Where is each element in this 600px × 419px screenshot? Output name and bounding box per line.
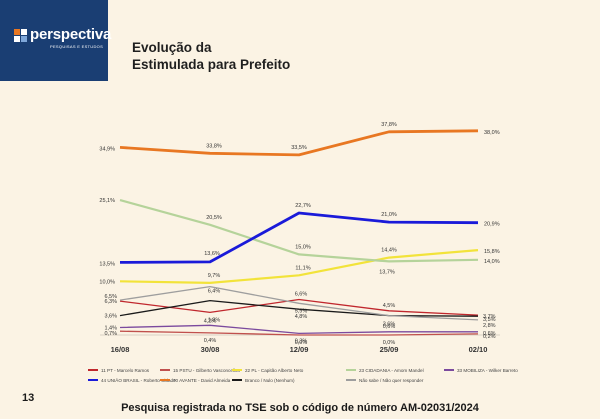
data-label: 13,7%: [379, 269, 395, 275]
legend-label: 22 PL - Capitão Alberto Neto: [245, 368, 304, 373]
data-label: 3,7%: [483, 314, 496, 320]
legend-label: 23 CIDADANIA - Amom Mandel: [359, 368, 424, 373]
data-label: 1,8%: [208, 317, 221, 323]
data-label: 3,6%: [104, 314, 117, 320]
legend-label: Branco / Nulo (Nenhum): [245, 378, 295, 383]
data-label: 0,0%: [383, 340, 396, 346]
series-line: [119, 211, 479, 264]
series-line: [119, 285, 479, 321]
data-label: 0,7%: [104, 331, 117, 337]
series-line: [119, 249, 479, 284]
x-tick-label: 02/10: [469, 345, 488, 354]
brand-name: perspectiva: [30, 26, 112, 43]
data-label: 0,6%: [483, 331, 496, 337]
data-label: 0,2%: [483, 334, 496, 340]
data-label: 6,6%: [295, 292, 308, 298]
data-label: 33,5%: [291, 145, 307, 151]
data-label: 11,1%: [295, 265, 310, 271]
page-title-line-1: Evolução da: [132, 40, 212, 55]
data-label: 3,5%: [483, 317, 496, 323]
data-label: 6,3%: [104, 299, 117, 305]
data-label: 13,6%: [204, 251, 220, 257]
data-label: 4,8%: [295, 314, 308, 320]
legend-label: 11 PT - Marcelo Ramos: [101, 368, 150, 373]
legend-label: 70 AVANTE - David Almeida: [173, 378, 231, 383]
x-tick-label: 30/08: [201, 345, 220, 354]
data-label: 5,9%: [295, 308, 308, 314]
series-line: [119, 199, 479, 263]
data-label: 15,8%: [484, 249, 500, 255]
legend-label: Não sabe / Não quer responder: [359, 378, 424, 383]
series-line: [119, 129, 479, 157]
x-tick-label: 16/08: [111, 345, 130, 354]
page-number: 13: [22, 392, 35, 404]
data-label: 14,0%: [484, 259, 500, 265]
data-label: 37,8%: [381, 122, 397, 128]
legend-label: 15 PSTU - Gilberto Vasconcellos: [173, 368, 241, 373]
data-label: 22,7%: [295, 203, 311, 209]
data-label: 34,9%: [99, 146, 115, 152]
series-line: [119, 324, 478, 335]
data-label: 0,0%: [295, 340, 308, 346]
data-label: 9,7%: [208, 273, 221, 279]
data-label: 10,0%: [99, 279, 115, 285]
data-label: 20,5%: [206, 215, 222, 221]
series-line: [119, 299, 479, 317]
data-label: 4,2%: [204, 318, 217, 324]
data-label: 15,0%: [295, 244, 311, 250]
data-label: 6,5%: [104, 294, 117, 300]
footer-note: Pesquisa registrada no TSE sob o código …: [121, 402, 479, 414]
data-label: 0,3%: [295, 338, 308, 344]
series-line: [119, 330, 479, 336]
page-title-line-2: Estimulada para Prefeito: [132, 57, 291, 72]
brand-logo-box: perspectiva PESQUISAS E ESTUDOS: [0, 0, 112, 81]
data-label: 21,0%: [381, 212, 397, 218]
data-label: 0,6%: [383, 324, 396, 330]
data-label: 33,8%: [206, 143, 222, 149]
brand-logo-icon: [14, 29, 27, 42]
data-label: 4,5%: [383, 303, 396, 309]
data-label: 14,4%: [381, 248, 397, 254]
data-label: 38,0%: [484, 130, 500, 136]
data-label: 1,4%: [104, 325, 117, 331]
data-label: 2,8%: [483, 323, 496, 329]
x-tick-label: 12/09: [290, 345, 309, 354]
series-line: [119, 298, 479, 316]
page-title: Evolução da Estimulada para Prefeito: [132, 39, 290, 73]
data-label: 3,6%: [383, 322, 396, 328]
brand-tagline: PESQUISAS E ESTUDOS: [50, 44, 104, 49]
data-label: 0,4%: [204, 338, 217, 344]
data-label: 25,1%: [99, 198, 115, 204]
data-label: 6,4%: [208, 289, 221, 295]
legend-label: 44 UNIÃO BRASIL - Roberto Cidade: [101, 377, 176, 383]
legend-label: 33 MOBILIZA - Wilker Barreto: [457, 368, 518, 373]
x-tick-label: 25/09: [380, 345, 399, 354]
data-label: 20,9%: [484, 222, 500, 228]
data-label: 13,5%: [99, 261, 115, 267]
